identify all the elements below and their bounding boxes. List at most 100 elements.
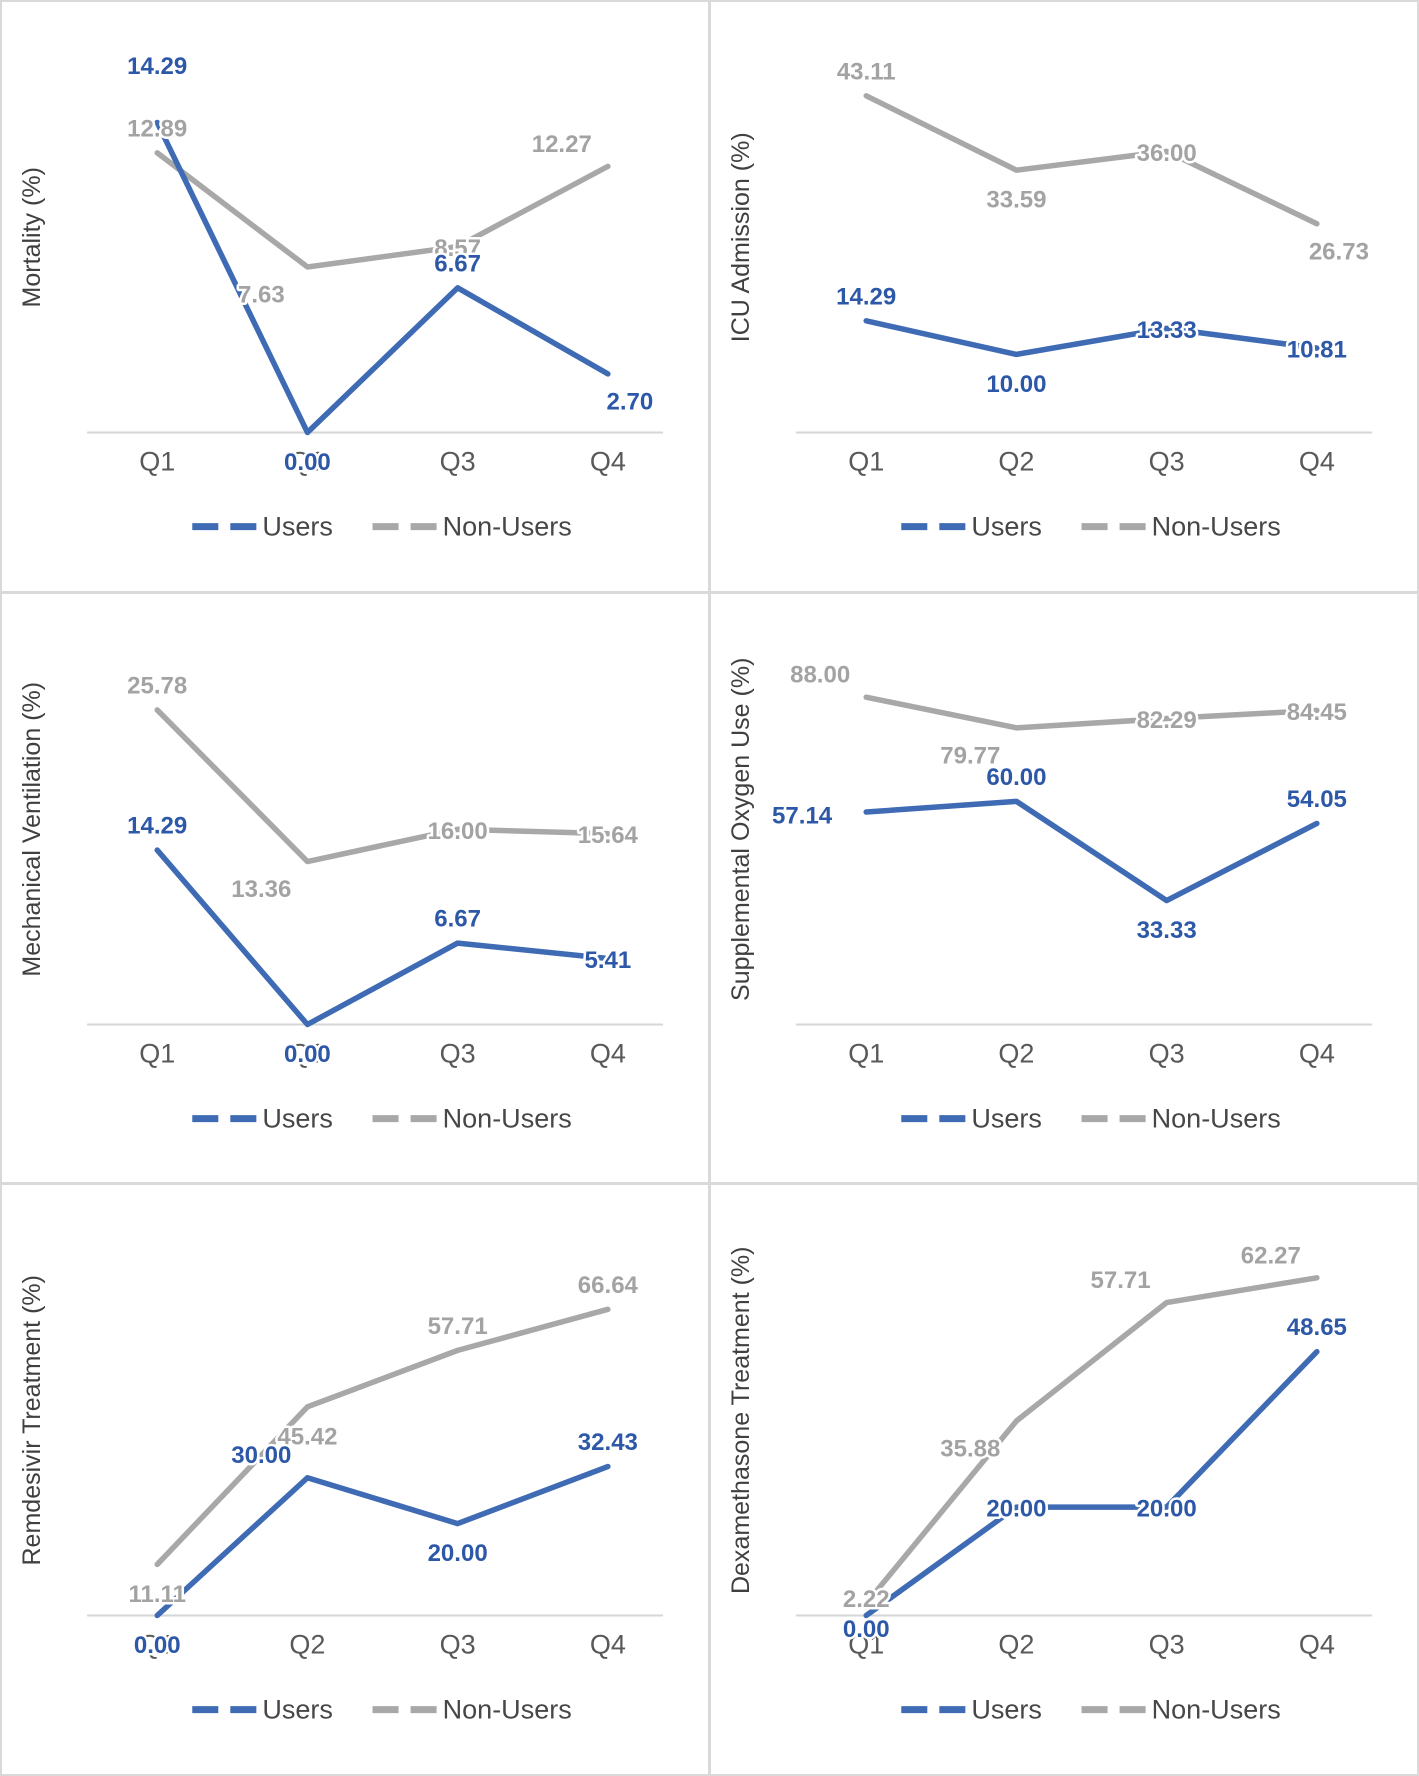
data-label: 10.00: [986, 371, 1046, 398]
non-users-series-line: [154, 1306, 611, 1568]
legend-nonusers-label: Non-Users: [1152, 1103, 1281, 1133]
y-axis-title: Supplemental Oxygen Use (%): [727, 657, 755, 1000]
chart-supplemental-oxygen: Supplemental Oxygen Use (%) Q1 Q2 Q3 Q4 88.00…: [711, 593, 1417, 1183]
x-tick-label: Q1: [848, 447, 884, 477]
y-axis-title: Mortality (%): [18, 167, 46, 307]
data-label: 54.05: [1287, 786, 1347, 813]
users-series-line: [863, 1349, 1320, 1619]
data-label: 16.00: [428, 817, 488, 844]
data-label: 66.64: [578, 1272, 639, 1299]
data-label: 60.00: [986, 764, 1046, 791]
data-label: 88.00: [790, 661, 850, 688]
legend-users-label: Users: [971, 512, 1042, 542]
users-series-line: [863, 798, 1320, 903]
data-label: 11.11: [128, 1581, 185, 1608]
data-label: 57.71: [1091, 1267, 1151, 1294]
non-users-series-line: [863, 1275, 1320, 1607]
data-label: 2.70: [607, 388, 654, 415]
data-label: 35.88: [940, 1436, 1000, 1463]
legend-nonusers-label: Non-Users: [443, 1103, 572, 1133]
data-label: 43.11: [837, 58, 896, 85]
x-tick-label: Q3: [1149, 1630, 1185, 1660]
users-series-line: [154, 119, 611, 436]
x-tick-label: Q2: [998, 447, 1034, 477]
data-label: 33.33: [1137, 917, 1197, 944]
data-label: 82.29: [1137, 707, 1197, 734]
legend-users-label: Users: [262, 1103, 333, 1133]
data-label: 7.63: [238, 282, 285, 309]
x-tick-label: Q4: [1299, 447, 1335, 477]
data-label: 84.45: [1287, 699, 1347, 726]
legend-users-label: Users: [262, 512, 333, 542]
data-label: 32.43: [578, 1429, 638, 1456]
legend-nonusers-label: Non-Users: [443, 1695, 572, 1725]
data-label: 5.41: [584, 947, 631, 974]
chart-remdesivir: Remdesivir Treatment (%) Q1 Q2 Q3 Q4 11.11 45.…: [2, 1185, 708, 1774]
x-tick-label: Q4: [1299, 1630, 1335, 1660]
x-tick-label: Q3: [440, 1038, 476, 1068]
legend-users-label: Users: [971, 1695, 1042, 1725]
x-tick-label: Q3: [440, 1630, 476, 1660]
legend-nonusers-label: Non-Users: [1152, 512, 1281, 542]
x-tick-label: Q1: [139, 1630, 175, 1660]
users-series-line: [154, 1464, 611, 1619]
legend-users-label: Users: [971, 1103, 1042, 1133]
x-tick-label: Q3: [1149, 1038, 1185, 1068]
chart-mechanical-ventilation: Mechanical Ventilation (%) Q1 Q2 Q3 Q4 25.78 1…: [2, 593, 708, 1183]
x-tick-label: Q1: [139, 1038, 175, 1068]
chart-mortality: Mortality (%) Q1 Q2 Q3 Q4 12.89 7.63 8.57 12.27 1…: [2, 2, 708, 591]
data-label: 36.00: [1137, 140, 1197, 167]
x-tick-label: Q2: [289, 1038, 325, 1068]
x-tick-label: Q4: [1299, 1038, 1335, 1068]
data-label: 12.27: [532, 131, 592, 158]
data-label: 0.00: [284, 449, 331, 476]
data-label: 25.78: [127, 672, 187, 699]
x-tick-label: Q4: [590, 1038, 626, 1068]
data-label: 57.71: [428, 1313, 488, 1340]
data-label: 57.14: [772, 802, 833, 829]
x-tick-label: Q3: [440, 447, 476, 477]
data-label: 0.00: [134, 1632, 181, 1659]
data-label: 30.00: [231, 1442, 291, 1469]
data-label: 13.36: [231, 876, 291, 903]
x-tick-label: Q4: [590, 447, 626, 477]
data-label: 48.65: [1287, 1314, 1347, 1341]
legend-users-label: Users: [262, 1695, 333, 1725]
data-label: 15.64: [578, 822, 639, 849]
non-users-series-line: [154, 150, 611, 270]
data-label: 14.29: [127, 812, 187, 839]
y-axis-title: ICU Admission (%): [727, 132, 755, 342]
chart-icu-admission: ICU Admission (%) Q1 Q2 Q3 Q4 43.11 33.59 36.00…: [711, 2, 1417, 591]
data-label: 14.29: [836, 283, 896, 310]
x-tick-label: Q2: [289, 1630, 325, 1660]
data-label: 20.00: [1137, 1496, 1197, 1523]
data-label: 14.29: [127, 53, 187, 80]
users-series-line: [154, 846, 611, 1027]
data-label: 20.00: [428, 1540, 488, 1567]
data-label: 6.67: [434, 250, 481, 277]
y-axis-title: Dexamethasone Treatment (%): [727, 1247, 755, 1595]
data-label: 26.73: [1309, 238, 1369, 265]
data-label: 8.57: [434, 235, 481, 262]
data-label: 13.33: [1137, 317, 1197, 344]
users-series-line: [863, 318, 1320, 358]
non-users-series-line: [863, 93, 1320, 227]
x-tick-label: Q2: [998, 1038, 1034, 1068]
data-label: 12.89: [127, 115, 187, 142]
x-tick-label: Q2: [998, 1630, 1034, 1660]
data-label: 0.00: [843, 1616, 890, 1643]
y-axis-title: Remdesivir Treatment (%): [18, 1275, 46, 1565]
chart-dexamethasone: Dexamethasone Treatment (%) Q1 Q2 Q3 Q4 2.22 3…: [711, 1185, 1417, 1774]
data-label: 6.67: [434, 905, 481, 932]
data-label: 2.22: [843, 1586, 890, 1613]
data-label: 45.42: [277, 1424, 337, 1451]
x-tick-label: Q4: [590, 1630, 626, 1660]
x-tick-label: Q1: [139, 447, 175, 477]
x-tick-label: Q1: [848, 1630, 884, 1660]
data-label: 33.59: [986, 187, 1046, 214]
data-label: 10.81: [1287, 337, 1347, 364]
legend-nonusers-label: Non-Users: [443, 512, 572, 542]
data-label: 0.00: [284, 1041, 331, 1068]
x-tick-label: Q3: [1149, 447, 1185, 477]
